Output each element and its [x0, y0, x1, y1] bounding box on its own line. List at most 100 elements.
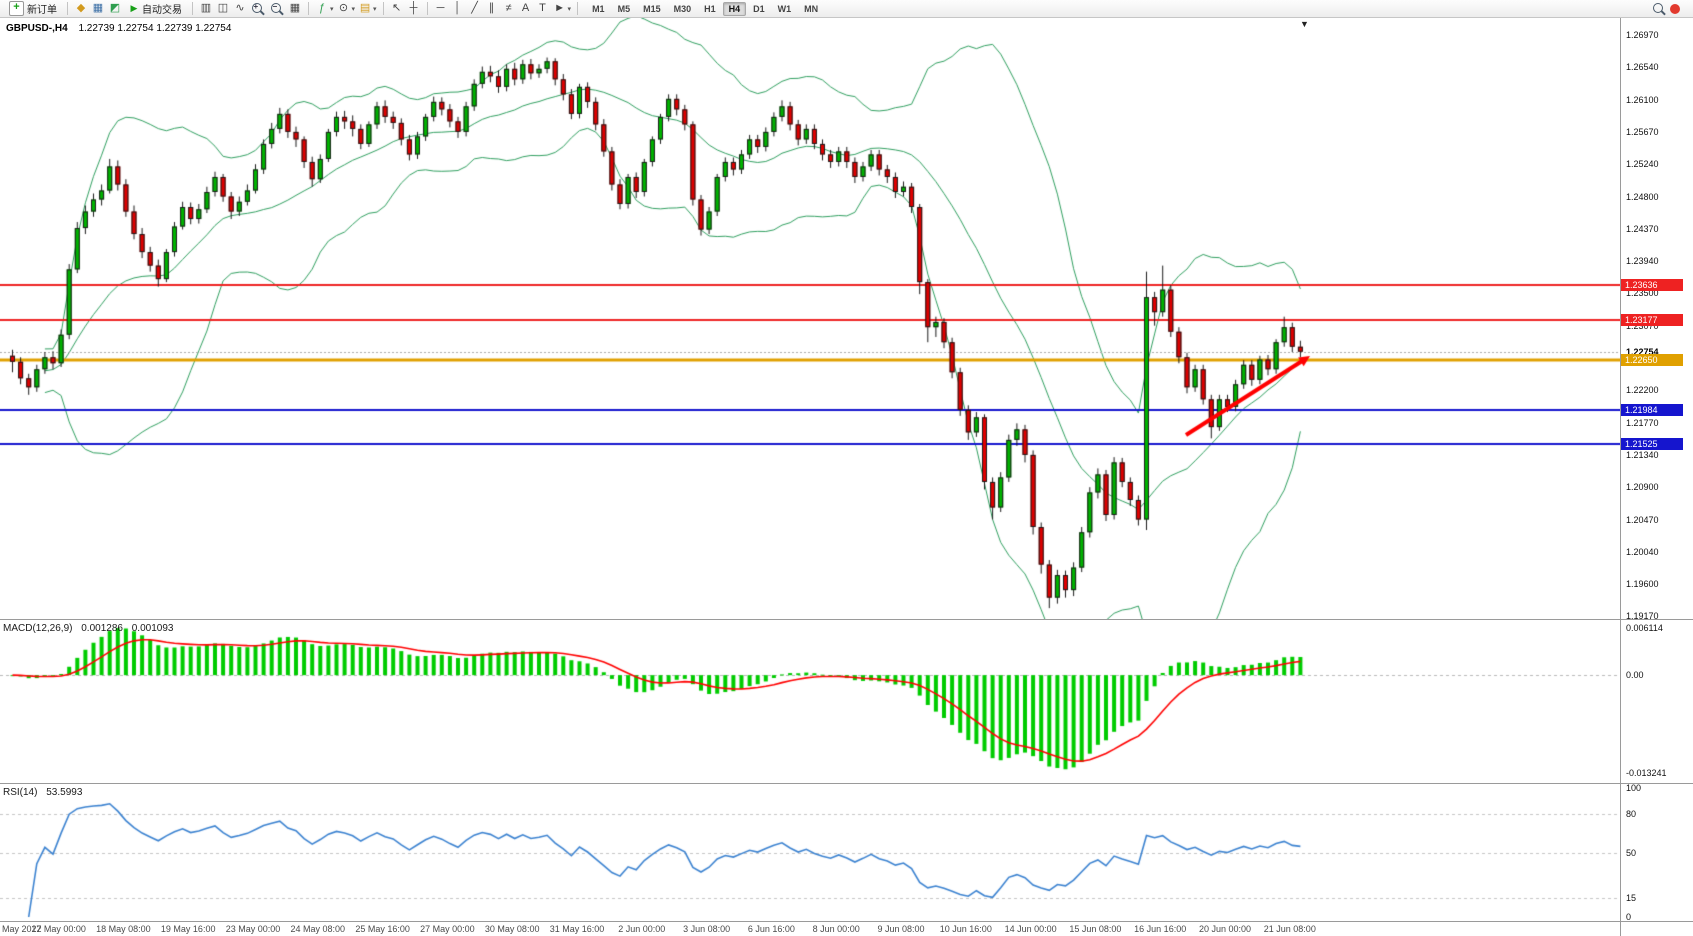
zoom-out-icon[interactable]: −: [271, 2, 281, 13]
toolbar-separator: [577, 2, 579, 15]
new-order-icon: +: [9, 1, 24, 16]
rsi-level-label-0: 0: [1626, 912, 1632, 922]
periods-icon[interactable]: ⊙: [338, 2, 349, 14]
pane-separator[interactable]: [0, 921, 1693, 922]
price-axis-label: 1.19600: [1626, 579, 1659, 590]
rsi-value: 53.5993: [46, 787, 83, 798]
price-axis-border: [1620, 18, 1621, 936]
play-icon: ▶: [130, 3, 138, 13]
time-axis-label: 9 Jun 08:00: [877, 924, 925, 934]
zoom-in-icon[interactable]: +: [252, 2, 262, 13]
macd-title: MACD(12,26,9): [3, 623, 73, 634]
chart-header: GBPUSD-,H4 1.22739 1.22754 1.22739 1.227…: [6, 23, 231, 34]
auto-trading-button[interactable]: ▶ 自动交易: [125, 0, 186, 17]
rsi-panel-canvas[interactable]: [0, 784, 1620, 921]
price-axis-label: 1.22200: [1626, 385, 1659, 396]
time-axis: May 2022 17 May 00:00 18 May 08:00 19 May 1…: [0, 18, 1693, 936]
pane-separator[interactable]: [0, 619, 1693, 620]
new-order-label: 新订单: [27, 5, 57, 16]
time-axis-label: 8 Jun 00:00: [812, 924, 860, 934]
arrows-tool-icon[interactable]: ►: [554, 2, 565, 14]
vertical-line-icon[interactable]: │: [454, 2, 461, 14]
price-marker-1.23636: 1.23636: [1621, 279, 1683, 292]
time-axis-label: May 2022: [2, 924, 42, 934]
horizontal-line-icon[interactable]: ─: [436, 2, 445, 14]
time-axis-label: 19 May 16:00: [160, 924, 216, 934]
profiles-icon[interactable]: ◩: [109, 2, 121, 14]
channel-icon[interactable]: ∥: [488, 2, 495, 14]
timeframe-button-m1[interactable]: M1: [592, 3, 605, 14]
time-axis-label: 31 May 16:00: [549, 924, 605, 934]
label-icon[interactable]: T: [539, 2, 546, 14]
rsi-label: RSI(14) 53.5993: [3, 787, 88, 798]
new-chart-icon[interactable]: ▦: [92, 2, 104, 14]
price-axis-label: 1.24370: [1626, 223, 1659, 234]
notification-dot-icon[interactable]: [1670, 3, 1680, 14]
timeframe-button-m15[interactable]: M15: [643, 3, 661, 14]
crosshair-icon[interactable]: ┼: [409, 2, 418, 14]
arrows-caret-icon[interactable]: ▾: [567, 5, 572, 13]
price-marker-1.23177: 1.23177: [1621, 313, 1683, 326]
price-axis: 1.26970 1.26540 1.26100 1.25670 1.25240 1.248…: [0, 18, 1693, 936]
rsi-level-label-50: 50: [1626, 847, 1637, 858]
time-axis-label: 20 Jun 00:00: [1198, 924, 1252, 934]
templates-icon[interactable]: ▤: [359, 2, 371, 14]
timeframe-button-d1[interactable]: D1: [753, 3, 765, 14]
text-icon[interactable]: A: [521, 2, 530, 14]
auto-trading-label: 自动交易: [142, 5, 182, 16]
rsi-axis: 100 80 50 15 0: [0, 18, 1693, 936]
price-axis-label: 1.20900: [1626, 482, 1659, 493]
price-axis-label: 1.19170: [1626, 611, 1659, 622]
price-axis-label: 1.26970: [1626, 30, 1659, 40]
price-chart-canvas[interactable]: [0, 18, 1620, 619]
price-axis-label: 1.21770: [1626, 417, 1659, 428]
price-axis-label: 1.20040: [1626, 546, 1659, 557]
price-marker-1.21525: 1.21525: [1621, 438, 1683, 450]
compass-icon[interactable]: ◆: [76, 2, 86, 14]
periods-caret-icon[interactable]: ▾: [351, 5, 356, 13]
time-axis-label: 6 Jun 16:00: [747, 924, 795, 934]
macd-value-main: 0.001286: [81, 623, 123, 634]
macd-panel-canvas[interactable]: [0, 620, 1620, 783]
trendline-icon[interactable]: ╱: [471, 2, 478, 14]
timeframe-button-m30[interactable]: M30: [673, 3, 692, 14]
price-axis-label: 1.26100: [1626, 94, 1659, 105]
indicators-icon[interactable]: ƒ: [318, 2, 326, 14]
line-chart-icon[interactable]: ∿: [235, 2, 245, 14]
fibonacci-icon[interactable]: ≠: [505, 2, 512, 14]
timeframe-button-h1[interactable]: H1: [704, 3, 716, 14]
indicators-caret-icon[interactable]: ▾: [330, 5, 334, 13]
price-marker-1.21984: 1.21984: [1621, 403, 1683, 416]
toolbar-separator: [192, 2, 193, 15]
timeframe-button-m5[interactable]: M5: [617, 3, 631, 14]
new-order-button[interactable]: + 新订单: [5, 0, 61, 17]
candlestick-chart-icon[interactable]: ◫: [217, 2, 229, 14]
price-axis-label: 1.21340: [1626, 449, 1659, 460]
price-axis-label: 1.25670: [1626, 126, 1659, 137]
templates-caret-icon[interactable]: ▾: [373, 5, 377, 13]
cursor-icon[interactable]: ↖: [391, 2, 402, 14]
time-axis-label: 30 May 08:00: [484, 924, 540, 934]
time-axis-label: 25 May 16:00: [355, 924, 410, 934]
time-axis-label: 18 May 08:00: [96, 924, 151, 934]
chart-window: GBPUSD-,H4 1.22739 1.22754 1.22739 1.227…: [0, 18, 1693, 936]
timeframe-button-mn[interactable]: MN: [804, 3, 819, 14]
rsi-level-label-80: 80: [1626, 808, 1637, 819]
toolbar: + 新订单 ◆ ▦ ◩ ▶ 自动交易 ▥ ◫ ∿ + − ▦ ƒ ▾ ⊙ ▾ ▤…: [0, 0, 1693, 18]
time-axis-label: 27 May 00:00: [420, 924, 475, 934]
price-marker-1.22650: 1.22650: [1621, 353, 1683, 366]
price-axis-label: 1.20470: [1626, 514, 1659, 525]
tile-windows-icon[interactable]: ▦: [289, 2, 301, 14]
time-axis-label: 16 Jun 16:00: [1134, 924, 1187, 934]
timeframe-group: M1 M5 M15 M30 H1 H4 D1 W1 MN: [586, 1, 824, 16]
bar-chart-icon[interactable]: ▥: [200, 2, 212, 14]
search-icon[interactable]: [1653, 2, 1663, 13]
chart-shift-marker-icon[interactable]: ▼: [1300, 19, 1309, 29]
toolbar-separator: [308, 2, 309, 15]
rsi-level-label-15: 15: [1626, 892, 1637, 903]
timeframe-button-h4[interactable]: H4: [722, 1, 747, 16]
timeframe-button-w1[interactable]: W1: [777, 3, 792, 14]
pane-separator[interactable]: [0, 783, 1693, 784]
time-axis-label: 3 Jun 08:00: [683, 924, 731, 934]
toolbar-separator: [382, 2, 384, 15]
